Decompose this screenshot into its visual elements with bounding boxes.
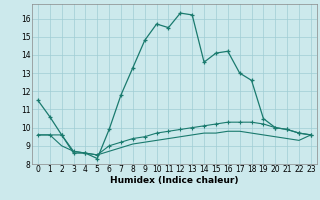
X-axis label: Humidex (Indice chaleur): Humidex (Indice chaleur) [110,176,239,185]
